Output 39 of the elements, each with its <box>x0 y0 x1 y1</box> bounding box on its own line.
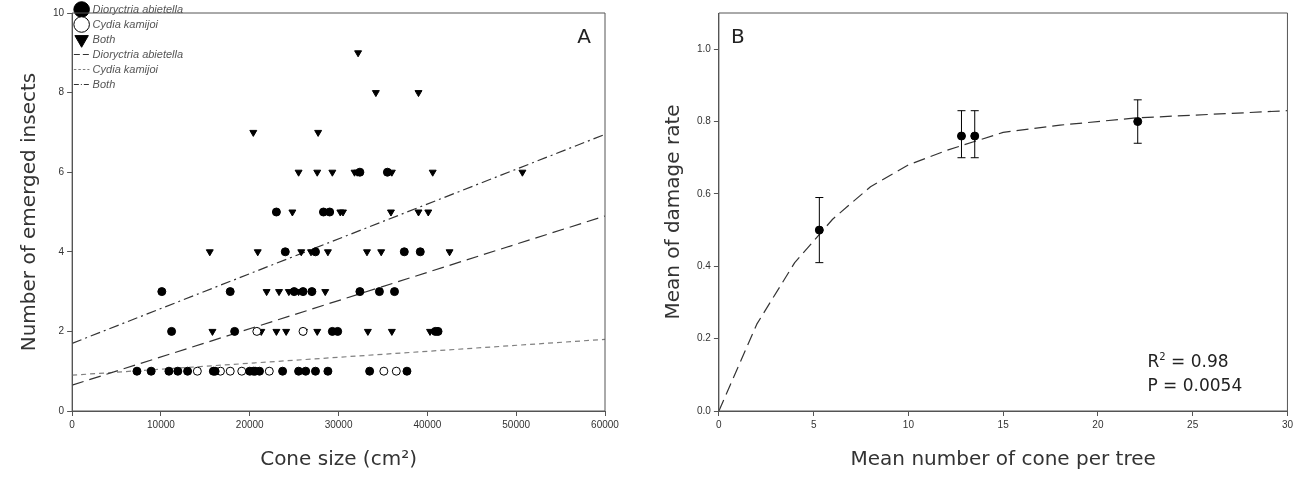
x-tick-label: 0 <box>69 418 76 430</box>
y-tick-label: 8 <box>58 86 65 98</box>
y-tick-label: 1.0 <box>697 42 712 54</box>
y-tick-label: 0.0 <box>697 404 712 416</box>
x-tick-label: 5 <box>810 418 817 430</box>
y-tick-label: 10 <box>53 6 65 18</box>
annotation: A <box>577 24 592 48</box>
y-axis-title: Number of emerged insects <box>16 72 41 352</box>
y-tick-label: 0.4 <box>697 260 712 272</box>
x-tick-label: 0 <box>716 418 723 430</box>
x-tick-label: 20 <box>1092 418 1104 430</box>
x-axis-title: Cone size (cm²) <box>260 446 417 471</box>
y-tick-label: 4 <box>58 245 65 257</box>
x-tick-label: 15 <box>997 418 1010 430</box>
y-tick-label: 0.2 <box>697 332 712 344</box>
x-tick-label: 30000 <box>324 418 353 430</box>
legend-label: Cydia kamijoi <box>92 62 159 75</box>
y-tick-label: 0 <box>58 404 65 416</box>
x-tick-label: 10000 <box>147 418 176 430</box>
x-axis-title: Mean number of cone per tree <box>850 446 1156 471</box>
x-tick-label: 40000 <box>413 418 442 430</box>
x-tick-label: 25 <box>1187 418 1199 430</box>
y-tick-label: 2 <box>58 325 65 337</box>
y-tick-label: 0.6 <box>697 187 712 199</box>
legend-label: Both <box>92 77 116 90</box>
x-tick-label: 20000 <box>235 418 265 430</box>
annotation: B <box>730 24 745 48</box>
y-tick-label: 0.8 <box>697 115 712 127</box>
y-axis-title: Mean of damage rate <box>660 104 685 320</box>
x-tick-label: 10 <box>902 418 915 430</box>
legend-label: Dioryctria abietella <box>92 2 184 15</box>
x-tick-label: 50000 <box>502 418 531 430</box>
y-tick-label: 6 <box>58 165 65 177</box>
x-tick-label: 60000 <box>591 418 620 430</box>
annotation: P = 0.0054 <box>1147 375 1243 395</box>
legend-label: Cydia kamijoi <box>92 17 159 30</box>
legend-label: Dioryctria abietella <box>92 47 184 60</box>
x-tick-label: 30 <box>1281 418 1294 430</box>
legend-label: Both <box>92 32 116 45</box>
